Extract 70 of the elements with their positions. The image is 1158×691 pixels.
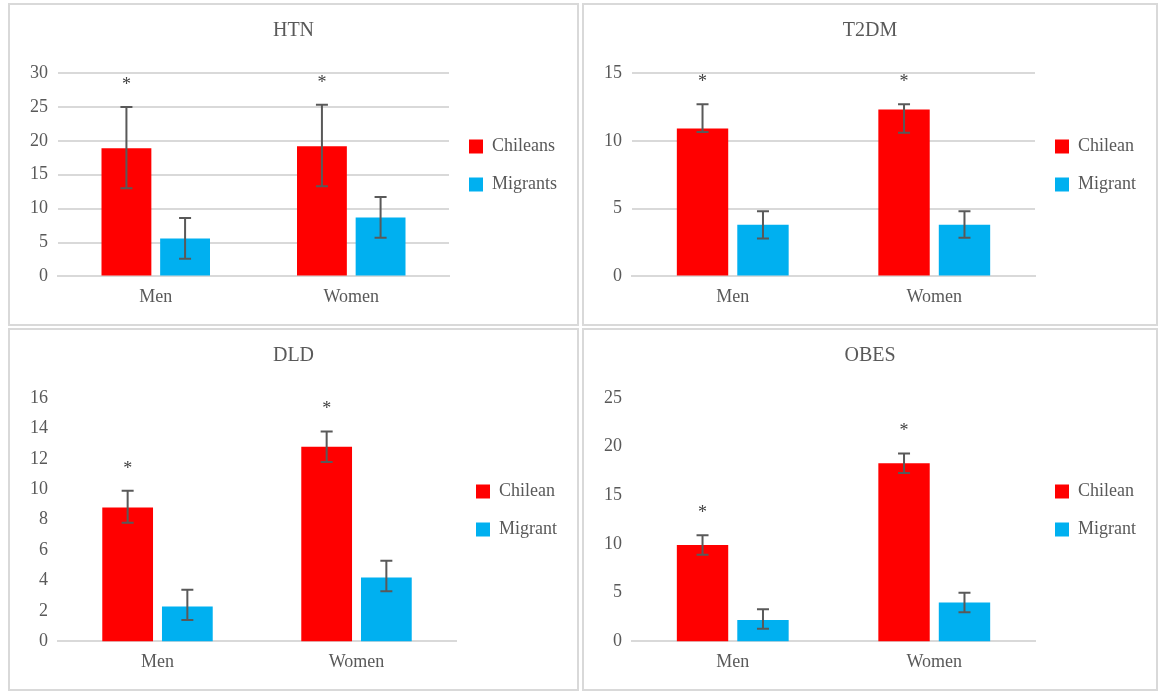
chart-title: OBES — [844, 343, 896, 366]
y-tick-label: 2 — [39, 599, 48, 620]
legend-label: Migrant — [499, 518, 558, 539]
x-tick-label: Men — [716, 650, 750, 671]
y-tick-label: 20 — [30, 129, 48, 150]
x-tick-label: Men — [141, 650, 174, 671]
x-tick-label: Men — [139, 285, 173, 306]
x-tick-label: Women — [906, 285, 963, 306]
y-tick-label: 30 — [30, 61, 48, 82]
bar — [360, 577, 412, 642]
annotation: * — [121, 73, 131, 94]
y-tick-label: 10 — [30, 197, 48, 218]
chart-title: HTN — [272, 18, 315, 41]
bar — [102, 507, 154, 642]
x-tick-label: Women — [323, 285, 380, 306]
y-tick-label: 15 — [604, 61, 622, 82]
y-tick-label: 5 — [613, 197, 622, 218]
annotation: * — [698, 502, 708, 523]
y-tick-label: 0 — [613, 630, 622, 651]
bar — [301, 446, 353, 642]
y-tick-label: 10 — [604, 129, 622, 150]
bar — [161, 606, 213, 642]
chart-title: T2DM — [842, 18, 898, 41]
y-tick-label: 0 — [39, 265, 48, 286]
legend-label: Migrant — [1078, 173, 1137, 194]
y-tick-label: 8 — [39, 508, 48, 529]
y-tick-label: 0 — [613, 265, 622, 286]
bar — [160, 238, 210, 276]
y-tick-label: 14 — [30, 417, 48, 438]
bar — [737, 619, 789, 642]
y-tick-label: 25 — [604, 386, 622, 407]
annotation: * — [123, 457, 133, 478]
y-tick-label: 12 — [30, 447, 48, 468]
legend-label: Migrant — [1078, 518, 1137, 539]
legend-label: Chilean — [499, 480, 556, 501]
y-tick-label: 0 — [39, 630, 48, 651]
annotation: * — [317, 71, 327, 92]
y-tick-label: 5 — [613, 581, 622, 602]
y-tick-label: 20 — [604, 435, 622, 456]
bar — [938, 602, 991, 642]
annotation: * — [899, 70, 909, 91]
y-tick-label: 10 — [30, 478, 48, 499]
legend-label: Chileans — [492, 135, 555, 156]
bar — [101, 148, 152, 276]
legend-label: Migrants — [492, 173, 557, 194]
bar — [737, 224, 789, 276]
annotation: * — [322, 398, 332, 419]
y-tick-label: 6 — [39, 538, 48, 559]
bar — [878, 463, 930, 642]
y-tick-label: 25 — [30, 95, 48, 116]
x-tick-label: Men — [716, 285, 750, 306]
y-tick-label: 5 — [39, 231, 48, 252]
x-tick-label: Women — [328, 650, 385, 671]
bar — [938, 224, 991, 276]
bar — [676, 545, 729, 642]
chart-title: DLD — [272, 343, 315, 366]
x-tick-label: Women — [906, 650, 963, 671]
y-tick-label: 10 — [604, 532, 622, 553]
bar — [676, 128, 729, 276]
y-tick-label: 15 — [604, 484, 622, 505]
legend-label: Chilean — [1078, 135, 1135, 156]
y-tick-label: 15 — [30, 163, 48, 184]
bar — [878, 109, 930, 276]
bar — [297, 146, 347, 276]
y-tick-label: 16 — [30, 386, 48, 407]
legend-label: Chilean — [1078, 480, 1135, 501]
annotation: * — [899, 420, 909, 441]
annotation: * — [698, 70, 708, 91]
y-tick-label: 4 — [39, 569, 48, 590]
bar — [355, 217, 406, 276]
